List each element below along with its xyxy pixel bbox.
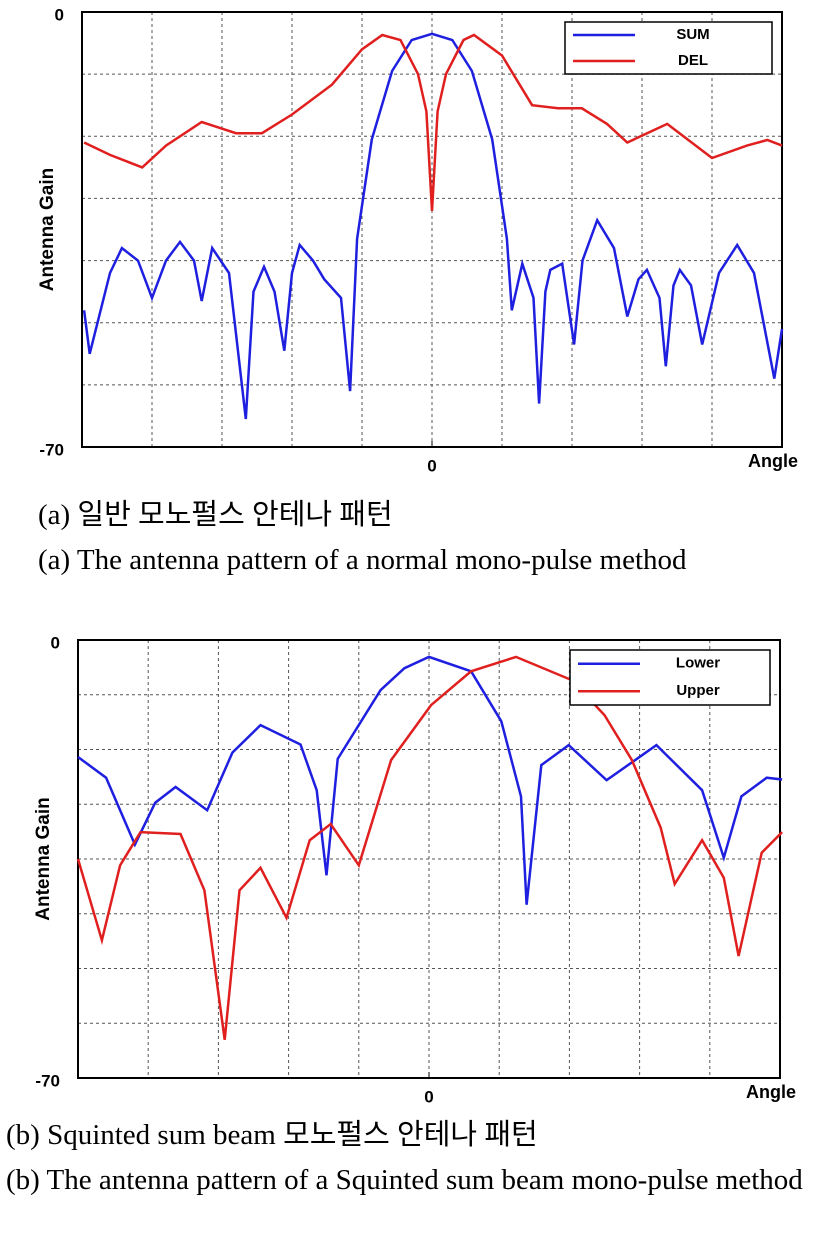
x-axis-label: Angle — [748, 451, 798, 471]
series-line — [77, 655, 783, 905]
series-line — [76, 655, 783, 1040]
legend-label: SUM — [676, 26, 709, 43]
legend-label: Lower — [676, 655, 720, 672]
caption-ko: (a) 일반 모노펄스 안테나 패턴 — [38, 499, 393, 531]
legend-box — [569, 649, 771, 706]
y-tick-label: 0 — [51, 633, 60, 652]
y-tick-label: 0 — [55, 5, 64, 24]
y-tick-label: -70 — [39, 440, 64, 459]
x-axis-label: Angle — [746, 1082, 796, 1102]
caption-en: (a) The antenna pattern of a normal mono… — [38, 544, 687, 576]
x-tick-label: 0 — [424, 1087, 433, 1106]
legend-box — [564, 21, 773, 75]
series-line — [82, 32, 784, 420]
plot-frame — [81, 11, 783, 448]
y-tick-label: -70 — [35, 1071, 60, 1090]
y-axis-label: Antenna Gain — [33, 797, 54, 921]
caption-en: (b) The antenna pattern of a Squinted su… — [6, 1164, 803, 1196]
y-axis-label: Antenna Gain — [37, 168, 58, 292]
legend-label: DEL — [678, 52, 708, 69]
legend-label: Upper — [676, 682, 720, 699]
x-tick-label: 0 — [427, 456, 436, 475]
caption-ko: (b) Squinted sum beam 모노펄스 안테나 패턴 — [6, 1119, 538, 1151]
series-line — [83, 33, 783, 211]
